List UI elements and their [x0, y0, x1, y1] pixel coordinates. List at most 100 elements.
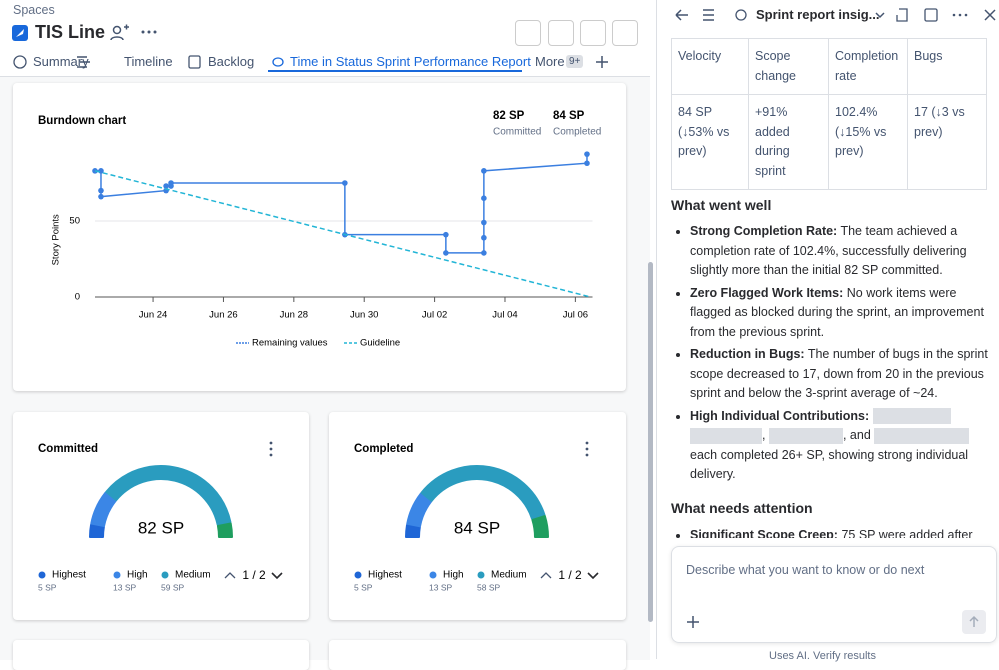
y-tick-label: 50	[69, 216, 80, 227]
gauge-segment	[90, 491, 117, 527]
data-point	[481, 234, 487, 241]
panel-title[interactable]: Sprint report insig...	[756, 7, 880, 22]
left-area: Spaces TIS Line Summary Timeline Backlog…	[0, 3, 653, 622]
data-point	[92, 168, 98, 174]
data-point	[481, 168, 487, 174]
tab[interactable]: Summary	[33, 54, 89, 69]
x-tick-label: Jun 30	[350, 310, 379, 321]
gauge-segment	[105, 465, 232, 526]
legend-label: High	[443, 570, 464, 581]
legend-label: Highest	[52, 570, 86, 581]
legend-label: Medium	[491, 570, 527, 581]
redacted	[872, 408, 951, 425]
gauge-remainder	[531, 515, 549, 538]
legend-value: 5 SP	[38, 582, 57, 592]
send-button[interactable]	[962, 610, 986, 634]
x-tick-label: Jul 06	[563, 310, 588, 321]
stat-value: 82 SP	[493, 110, 525, 122]
legend-label: High	[127, 570, 148, 581]
item-text: ,	[762, 428, 766, 442]
tab-underline	[268, 70, 522, 72]
pager: 1 / 2	[242, 568, 266, 582]
kebab-dot	[269, 453, 273, 457]
table-cell: 17 (↓3 vs prev)	[907, 94, 987, 190]
stat-label: Committed	[493, 127, 541, 138]
card	[329, 640, 626, 670]
prompt-input[interactable]: Describe what you want to know or do nex…	[671, 546, 997, 643]
kebab-dot	[269, 441, 273, 445]
kebab-dot	[585, 441, 589, 445]
space-icon	[12, 25, 28, 41]
legend-label: Guideline	[360, 338, 400, 349]
more-actions[interactable]	[140, 28, 158, 36]
gauge-card: Completed Highest 5 SP High 13 SP Medium 58 SP…	[329, 412, 626, 620]
legend-label: Remaining values	[252, 338, 328, 349]
redacted	[768, 427, 843, 444]
stat-label: Completed	[553, 127, 601, 138]
x-tick-label: Jun 24	[139, 310, 168, 321]
gauge-total: 82 SP	[138, 518, 184, 537]
item-lead: Significant Scope Creep:	[690, 528, 838, 538]
fullscreen-button[interactable]	[612, 20, 638, 46]
gauge-segment	[420, 465, 546, 520]
item-text: , and	[842, 428, 871, 442]
tab-active[interactable]: Time in Status Sprint Performance Report	[290, 54, 531, 69]
pager-down	[587, 572, 599, 580]
table-header: Scope change	[748, 38, 829, 95]
section-heading: What needs attention	[671, 500, 813, 516]
x-tick-label: Jul 04	[492, 310, 517, 321]
footer-note: Uses AI. Verify results	[769, 650, 876, 662]
table-cell: 102.4% (↓15% vs prev)	[828, 94, 908, 190]
legend-value: 5 SP	[354, 582, 373, 592]
tab-more[interactable]: More	[535, 54, 565, 69]
table-cell: +91% added during sprint	[748, 94, 829, 190]
legend-dot	[38, 571, 46, 579]
kebab-dot	[269, 447, 273, 451]
add-button[interactable]	[686, 615, 700, 629]
gauge-remainder	[216, 522, 233, 538]
series-line	[95, 154, 588, 254]
legend-dot	[477, 571, 485, 579]
data-point	[342, 180, 348, 186]
table-header: Completion rate	[828, 38, 908, 95]
automation-button[interactable]	[548, 20, 574, 46]
share-button[interactable]	[515, 20, 541, 46]
kebab-dot	[585, 453, 589, 457]
section-heading: What went well	[671, 197, 772, 213]
item-text: No work items were flagged as blocked du…	[690, 285, 984, 339]
add-people[interactable]	[107, 21, 131, 45]
data-point	[481, 195, 487, 201]
breadcrumb[interactable]: Spaces	[13, 3, 55, 17]
pager-up	[224, 572, 236, 579]
tab[interactable]: Backlog	[208, 54, 255, 69]
pager-down	[271, 572, 283, 580]
legend-value: 59 SP	[161, 582, 184, 592]
legend-dot	[354, 571, 362, 579]
gauge-title: Committed	[38, 443, 98, 455]
x-tick-label: Jun 28	[280, 310, 309, 321]
data-point	[98, 193, 104, 200]
item-text: each completed 26+ SP, showing strong in…	[690, 447, 969, 482]
list-item: High Individual Contributions: , , and e…	[690, 407, 990, 485]
legend-dot	[113, 571, 121, 579]
tab[interactable]: Timeline	[124, 54, 173, 69]
card	[13, 640, 309, 670]
table-cell: 84 SP (↓53% vs prev)	[671, 94, 749, 190]
y-tick-label: 0	[75, 292, 80, 303]
data-point	[481, 219, 487, 226]
data-point	[443, 231, 449, 238]
x-tick-label: Jun 26	[209, 310, 238, 321]
series-line	[94, 170, 591, 298]
data-point	[481, 250, 487, 256]
item-text: The team achieved a completion rate of 1…	[690, 224, 967, 277]
data-point	[163, 183, 169, 189]
y-axis-title: Story Points	[51, 214, 62, 265]
gauge-total: 84 SP	[454, 518, 500, 537]
space-title: TIS Line	[35, 22, 106, 42]
item-lead: Strong Completion Rate:	[690, 224, 838, 238]
went-well-list: Strong Completion Rate: The team achieve…	[671, 222, 990, 488]
summary-table: Velocity Scope change Completion rate Bugs …	[671, 38, 987, 190]
feedback-button[interactable]	[580, 20, 606, 46]
